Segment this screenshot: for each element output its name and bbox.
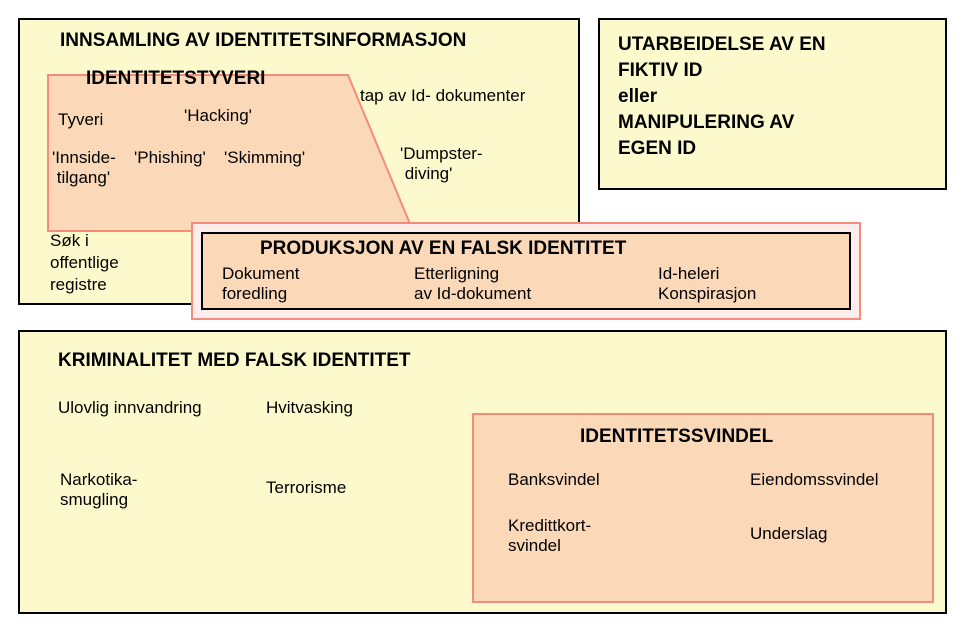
fraud-underslag: Underslag — [750, 524, 828, 544]
item-phishing: 'Phishing' — [134, 148, 206, 168]
title-collection: INNSAMLING AV IDENTITETSINFORMASJON — [60, 30, 466, 52]
item-dumpster: 'Dumpster- diving' — [400, 144, 483, 184]
item-innside: 'Innside- tilgang' — [52, 148, 116, 188]
fraud-bank: Banksvindel — [508, 470, 600, 490]
diagram-canvas: INNSAMLING AV IDENTITETSINFORMASJON IDEN… — [0, 0, 965, 632]
item-sok: Søk i offentlige registre — [50, 230, 119, 296]
item-ulovlig: Ulovlig innvandring — [58, 398, 202, 418]
item-narkotika: Narkotika- smugling — [60, 470, 137, 510]
item-skimming: 'Skimming' — [224, 148, 305, 168]
fraud-eiendom: Eiendomssvindel — [750, 470, 879, 490]
item-terrorisme: Terrorisme — [266, 478, 346, 498]
conn-col2: Etterligning av Id-dokument — [414, 264, 531, 304]
tr-line3: eller — [618, 86, 657, 108]
item-tyveri: Tyveri — [58, 110, 103, 130]
item-hacking: 'Hacking' — [184, 106, 252, 126]
fraud-kreditt: Kredittkort- svindel — [508, 516, 591, 556]
conn-col1: Dokument foredling — [222, 264, 299, 304]
title-identity-fraud: IDENTITETSSVINDEL — [580, 426, 773, 448]
title-identity-theft: IDENTITETSTYVERI — [86, 68, 265, 90]
tr-line1: UTARBEIDELSE AV EN — [618, 34, 826, 56]
item-hvitvasking: Hvitvasking — [266, 398, 353, 418]
title-production: PRODUKSJON AV EN FALSK IDENTITET — [260, 238, 626, 260]
tr-line2: FIKTIV ID — [618, 60, 702, 82]
title-crime: KRIMINALITET MED FALSK IDENTITET — [58, 350, 411, 372]
conn-col3: Id-heleri Konspirasjon — [658, 264, 756, 304]
item-tap: tap av Id- dokumenter — [360, 86, 525, 106]
tr-line5: EGEN ID — [618, 138, 696, 160]
tr-line4: MANIPULERING AV — [618, 112, 794, 134]
